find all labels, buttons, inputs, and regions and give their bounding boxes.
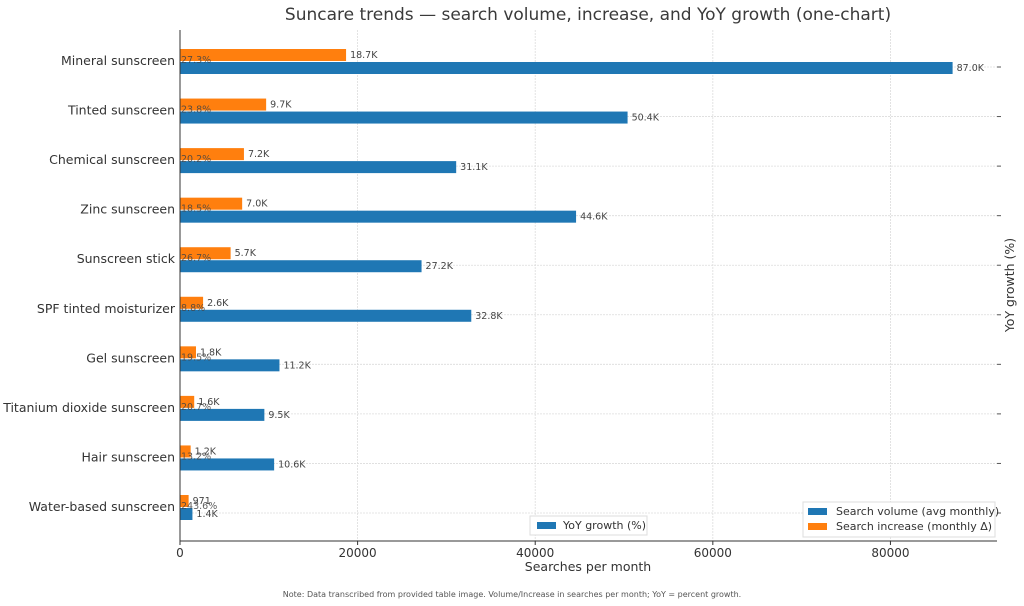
volume-value-label: 1.4K [196, 509, 218, 520]
increase-value-label: 971 [193, 496, 211, 507]
increase-value-label: 5.7K [235, 248, 257, 259]
category-label: Titanium dioxide sunscreen [2, 400, 175, 415]
increase-value-label: 7.0K [246, 199, 268, 210]
increase-value-label: 18.7K [350, 50, 378, 61]
right-axis-ticks [997, 66, 1001, 514]
increase-bar [180, 247, 231, 260]
legend-yoy: YoY growth (%) [529, 515, 648, 536]
category-label: Hair sunscreen [81, 449, 175, 464]
increase-bar [180, 445, 191, 458]
increase-value-label: 7.2K [248, 149, 270, 160]
volume-value-label: 32.8K [475, 311, 503, 322]
x-tick-label: 20000 [339, 546, 377, 560]
legend-yoy-label: YoY growth (%) [562, 519, 646, 532]
volume-bar [180, 62, 953, 74]
legend-volume-swatch [808, 508, 827, 515]
axes [179, 30, 997, 542]
x-tick-label: 0 [176, 546, 184, 560]
yoy-value-label: 23.8% [181, 105, 211, 116]
value-labels: 18.7K 87.0K 27.3% 9.7K 50.4K 23.8% 7.2K 31.1K 20… [181, 50, 985, 520]
volume-bar [180, 359, 280, 372]
y-category-labels: Mineral sunscreen Tinted sunscreen Chemica… [2, 53, 176, 514]
legend-main-box [802, 501, 996, 538]
increase-bar [180, 395, 195, 408]
yoy-value-label: 20.2% [181, 154, 211, 165]
x-axis-title: Searches per month [525, 559, 651, 574]
yoy-value-label: 27.3% [181, 55, 211, 66]
yoy-value-label: 26.7% [181, 253, 211, 264]
increase-bar [180, 98, 267, 111]
category-label: Gel sunscreen [86, 350, 175, 365]
volume-value-label: 9.5K [268, 410, 290, 421]
volume-bar [180, 408, 265, 421]
yoy-value-label: 13.2% [181, 451, 211, 462]
increase-bar [180, 296, 204, 309]
increase-bar [180, 346, 196, 359]
volume-bar [180, 161, 457, 174]
legend-increase-label: Search increase (monthly Δ) [836, 520, 992, 533]
increase-bar [180, 495, 189, 507]
category-label: SPF tinted moisturizer [37, 301, 176, 316]
volume-bar [180, 309, 472, 322]
category-label: Chemical sunscreen [49, 152, 175, 167]
x-tick-label: 80000 [871, 546, 909, 560]
increase-value-label: 2.6K [207, 298, 229, 309]
volume-bar [180, 210, 577, 223]
x-ticks: 0 20000 40000 60000 80000 [176, 541, 910, 560]
x-tick-label: 60000 [694, 546, 732, 560]
volume-value-label: 44.6K [580, 212, 608, 223]
increase-bar [180, 197, 243, 210]
legend-volume-label: Search volume (avg monthly) [836, 505, 999, 518]
increase-value-label: 1.2K [195, 446, 217, 457]
yoy-value-label: 18.5% [181, 204, 211, 215]
volume-value-label: 87.0K [957, 63, 985, 74]
volume-bar [180, 111, 628, 124]
increase-bar [180, 148, 244, 161]
legend-increase-swatch [808, 523, 827, 530]
legend-yoy-swatch [537, 522, 556, 529]
increase-value-label: 1.8K [200, 347, 222, 358]
yoy-value-label: 243.6% [181, 501, 217, 512]
legend-volume-increase: Search volume (avg monthly) Search incre… [802, 501, 999, 538]
yoy-value-label: 8.8% [181, 303, 205, 314]
volume-value-label: 10.6K [278, 459, 306, 470]
volume-bar [180, 260, 422, 273]
legend-yoy-box [529, 515, 648, 536]
volume-value-label: 50.4K [632, 113, 660, 124]
volume-value-label: 11.2K [283, 360, 311, 371]
footnote: Note: Data transcribed from provided tab… [283, 590, 741, 599]
category-label: Water-based sunscreen [29, 499, 175, 514]
increase-value-label: 1.6K [198, 397, 220, 408]
yoy-value-label: 20.7% [181, 402, 211, 413]
category-label: Mineral sunscreen [61, 53, 175, 68]
category-label: Tinted sunscreen [67, 103, 175, 118]
volume-value-label: 31.1K [460, 162, 488, 173]
category-label: Sunscreen stick [77, 251, 176, 266]
bars [180, 49, 953, 520]
category-label: Zinc sunscreen [80, 202, 175, 217]
increase-value-label: 9.7K [270, 100, 292, 111]
yoy-value-label: 19.5% [181, 352, 211, 363]
volume-bar [180, 508, 193, 520]
right-axis-title: YoY growth (%) [1002, 238, 1017, 333]
increase-bar [180, 49, 347, 61]
volume-bar [180, 458, 275, 471]
chart-title: Suncare trends — search volume, increase… [285, 5, 891, 25]
volume-value-label: 27.2K [426, 261, 454, 272]
x-tick-label: 40000 [516, 546, 554, 560]
